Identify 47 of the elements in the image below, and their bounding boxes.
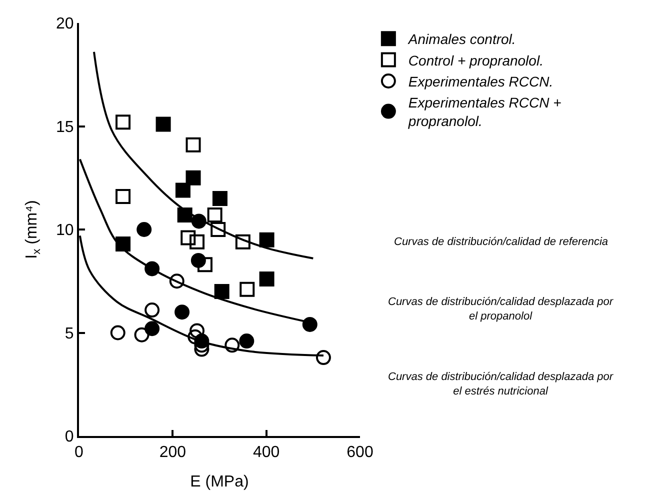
legend-label: Animales control. (407, 31, 516, 48)
x-tick-label: 600 (346, 444, 374, 462)
point (259, 272, 274, 287)
line-series (92, 50, 314, 260)
y-tick-label: 0 (64, 428, 74, 446)
point (110, 325, 126, 340)
x-tick-label: 200 (159, 444, 186, 462)
point (174, 304, 190, 320)
y-tick-label: 15 (56, 118, 74, 136)
point (240, 282, 255, 297)
point (116, 188, 131, 204)
point (212, 191, 228, 206)
y-tick-label: 10 (56, 222, 74, 240)
point (180, 230, 196, 246)
point (156, 116, 171, 132)
point (175, 182, 190, 198)
x-tick-label: 400 (252, 444, 280, 462)
point (224, 338, 240, 353)
point (190, 252, 206, 268)
point (116, 114, 131, 130)
point (316, 350, 331, 366)
x-axis-title: E (MPa) (190, 473, 249, 490)
point (259, 232, 274, 248)
point (214, 284, 230, 299)
point (239, 334, 254, 349)
point (144, 302, 160, 318)
point (302, 316, 318, 332)
point (186, 170, 201, 186)
point (190, 323, 205, 338)
y-tick-label: 20 (56, 16, 74, 33)
legend-label: Control + propranolol. (408, 52, 544, 68)
text: Curvas de distribución/calidad de referencia (394, 236, 608, 248)
legend-label: Experimentales RCCN + propranolol. (407, 94, 562, 129)
point (197, 257, 212, 272)
point (235, 234, 250, 250)
point (186, 137, 201, 152)
y-tick-label: 5 (64, 325, 74, 342)
point (190, 234, 205, 250)
point (207, 208, 222, 223)
point (136, 222, 152, 237)
text: Curvas de distribución/calidad desplazada por el estrés nutricional (388, 371, 614, 398)
point (144, 321, 160, 336)
text: Curvas de distribución/calidad desplazada por el propanolol (388, 296, 614, 322)
point (169, 274, 184, 289)
point (134, 327, 150, 342)
legend-label: Experimentales RCCN. (408, 73, 554, 90)
point (210, 222, 226, 237)
